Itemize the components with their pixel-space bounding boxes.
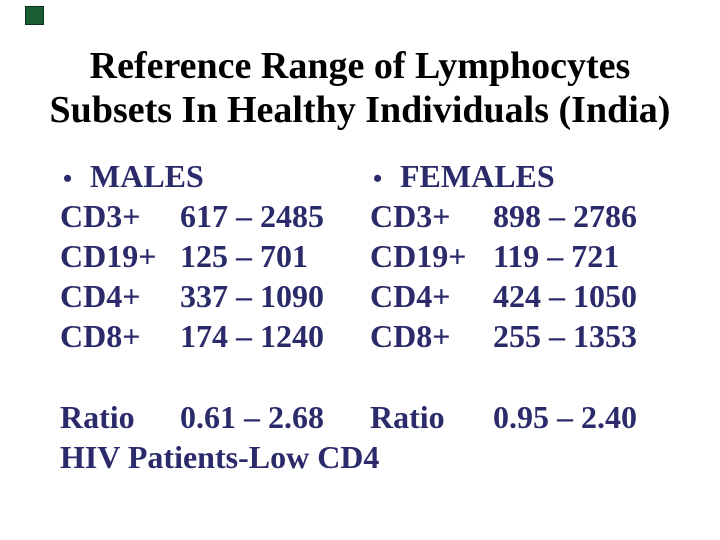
row-label: CD3+ (370, 198, 451, 234)
males-column: • MALES CD3+ 617 – 2485 CD19+ 125 – 701 … (60, 156, 380, 477)
ratio-row: Ratio 0.61 – 2.68 (60, 397, 372, 437)
corner-decoration (25, 6, 44, 25)
row-value: 255 – 1353 (493, 318, 637, 354)
table-row: CD3+ 898 – 2786 (370, 196, 682, 236)
table-row: CD8+ 255 – 1353 (370, 316, 682, 356)
ratio-value: 0.61 – 2.68 (180, 399, 324, 435)
ratio-row: Ratio 0.95 – 2.40 (370, 397, 682, 437)
row-label: CD8+ (60, 318, 141, 354)
ratio-label: Ratio (370, 399, 445, 435)
footnote (370, 437, 682, 477)
title-line-1: Reference Range of Lymphocytes (89, 45, 631, 87)
column-header-males: MALES (90, 158, 204, 194)
slide-title: Reference Range of Lymphocytes Subsets I… (0, 44, 720, 132)
row-value: 617 – 2485 (180, 198, 324, 234)
table-row: CD19+ 125 – 701 (60, 236, 372, 276)
column-header-females: FEMALES (400, 158, 555, 194)
row-label: CD4+ (370, 278, 451, 314)
bullet-icon: • (63, 164, 73, 193)
row-value: 898 – 2786 (493, 198, 637, 234)
females-header-row: • FEMALES (370, 156, 682, 196)
table-row: CD19+ 119 – 721 (370, 236, 682, 276)
table-row: CD8+ 174 – 1240 (60, 316, 372, 356)
table-row: CD4+ 424 – 1050 (370, 276, 682, 316)
bullet-icon: • (373, 164, 383, 193)
title-line-2: Subsets In Healthy Individuals (India) (49, 89, 671, 131)
footnote: HIV Patients-Low CD4 (60, 439, 380, 475)
ratio-value: 0.95 – 2.40 (493, 399, 637, 435)
row-label: CD19+ (370, 238, 467, 274)
table-row: CD4+ 337 – 1090 (60, 276, 372, 316)
ratio-label: Ratio (60, 399, 135, 435)
row-label: CD19+ (60, 238, 157, 274)
row-label: CD4+ (60, 278, 141, 314)
row-value: 174 – 1240 (180, 318, 324, 354)
row-label: CD3+ (60, 198, 141, 234)
row-value: 125 – 701 (180, 238, 308, 274)
table-row: CD3+ 617 – 2485 (60, 196, 372, 236)
row-value: 337 – 1090 (180, 278, 324, 314)
row-value: 424 – 1050 (493, 278, 637, 314)
row-label: CD8+ (370, 318, 451, 354)
males-header-row: • MALES (60, 156, 372, 196)
row-value: 119 – 721 (493, 238, 620, 274)
females-column: • FEMALES CD3+ 898 – 2786 CD19+ 119 – 72… (370, 156, 682, 477)
